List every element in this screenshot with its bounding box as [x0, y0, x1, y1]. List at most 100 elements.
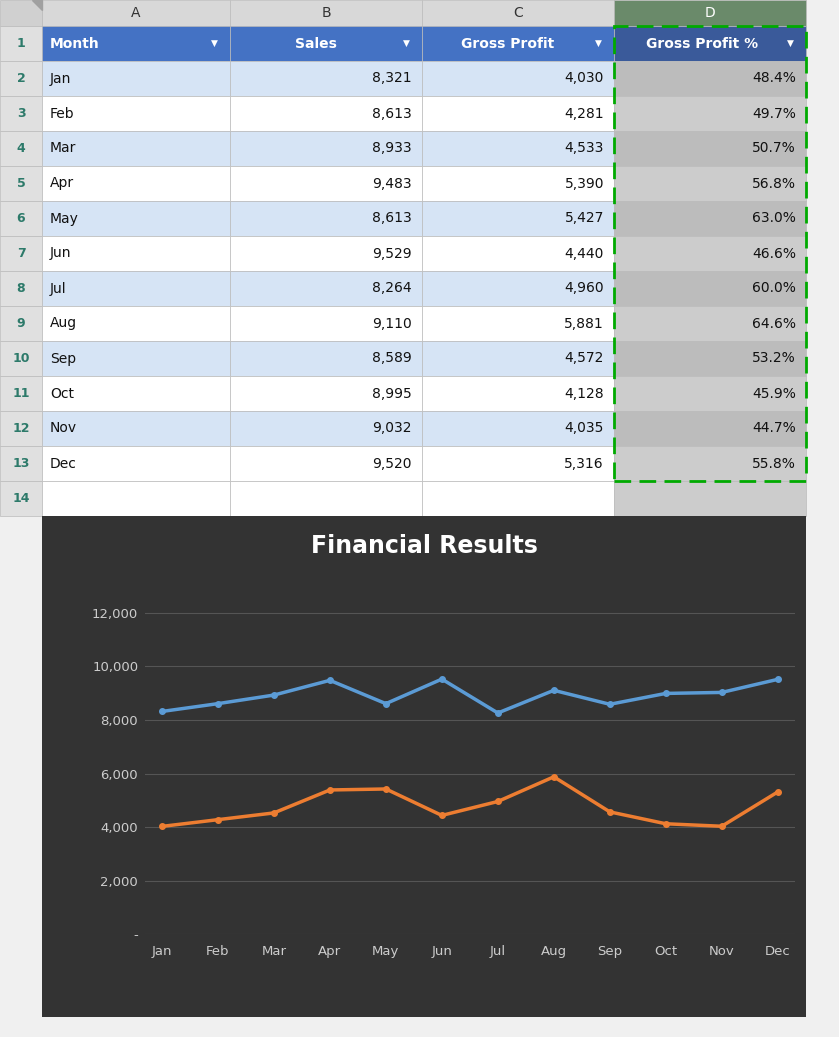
Text: 8,613: 8,613 — [373, 107, 412, 120]
Bar — [42, 26, 230, 61]
Bar — [0, 131, 42, 166]
Text: 13: 13 — [13, 457, 29, 470]
Bar — [0, 0, 42, 26]
Bar — [42, 376, 230, 411]
Bar — [0, 271, 42, 306]
Text: B: B — [321, 6, 331, 20]
Bar — [614, 131, 806, 166]
Text: Financial Results: Financial Results — [310, 534, 538, 558]
Bar — [42, 411, 230, 446]
Bar — [230, 61, 422, 96]
Text: Jul: Jul — [50, 281, 66, 296]
Bar — [0, 411, 42, 446]
Bar — [422, 236, 614, 271]
Bar — [42, 481, 230, 516]
Text: A: A — [131, 6, 141, 20]
Text: 9,529: 9,529 — [373, 247, 412, 260]
Text: 4,281: 4,281 — [565, 107, 604, 120]
Bar — [42, 516, 806, 1017]
Bar — [614, 96, 806, 131]
Legend: Sales, Gross Profit: Sales, Gross Profit — [342, 1035, 597, 1037]
Text: ▼: ▼ — [787, 39, 794, 48]
Bar — [614, 341, 806, 376]
Polygon shape — [32, 0, 42, 10]
Text: 9: 9 — [17, 317, 25, 330]
Text: 63.0%: 63.0% — [752, 212, 796, 225]
Bar — [42, 446, 230, 481]
Text: 1: 1 — [17, 37, 25, 50]
Bar — [0, 236, 42, 271]
Text: 2: 2 — [17, 72, 25, 85]
Text: 9,032: 9,032 — [373, 421, 412, 436]
Bar — [422, 481, 614, 516]
Bar — [230, 271, 422, 306]
Bar — [614, 0, 806, 26]
Text: 10: 10 — [13, 352, 29, 365]
Bar — [0, 306, 42, 341]
Text: 50.7%: 50.7% — [753, 141, 796, 156]
Bar — [614, 201, 806, 236]
Text: 4,572: 4,572 — [565, 352, 604, 365]
Text: Sep: Sep — [50, 352, 76, 365]
Bar — [614, 481, 806, 516]
Text: 4,030: 4,030 — [565, 72, 604, 85]
Bar — [230, 306, 422, 341]
Bar — [230, 376, 422, 411]
Text: 44.7%: 44.7% — [753, 421, 796, 436]
Bar — [614, 376, 806, 411]
Text: 4: 4 — [17, 142, 25, 155]
Text: 9,520: 9,520 — [373, 456, 412, 471]
Text: 5,427: 5,427 — [565, 212, 604, 225]
Bar — [0, 376, 42, 411]
Text: 5,390: 5,390 — [565, 176, 604, 191]
Bar — [0, 166, 42, 201]
Text: 4,035: 4,035 — [565, 421, 604, 436]
Text: 48.4%: 48.4% — [752, 72, 796, 85]
Text: 8,995: 8,995 — [373, 387, 412, 400]
Bar — [614, 411, 806, 446]
Text: 7: 7 — [17, 247, 25, 260]
Bar — [42, 341, 230, 376]
Text: Mar: Mar — [50, 141, 76, 156]
Bar — [422, 446, 614, 481]
Bar — [0, 96, 42, 131]
Bar — [230, 0, 422, 26]
Text: ▼: ▼ — [403, 39, 409, 48]
Bar — [230, 131, 422, 166]
Text: Month: Month — [50, 36, 100, 51]
Bar — [422, 166, 614, 201]
Text: 8: 8 — [17, 282, 25, 295]
Text: 55.8%: 55.8% — [752, 456, 796, 471]
Bar — [614, 271, 806, 306]
Text: ▼: ▼ — [595, 39, 602, 48]
Text: 9,110: 9,110 — [373, 316, 412, 331]
Text: 64.6%: 64.6% — [752, 316, 796, 331]
Text: 3: 3 — [17, 107, 25, 120]
Bar — [0, 201, 42, 236]
Text: 46.6%: 46.6% — [752, 247, 796, 260]
Bar — [230, 201, 422, 236]
Bar — [230, 411, 422, 446]
Text: 4,533: 4,533 — [565, 141, 604, 156]
Bar — [614, 166, 806, 201]
Bar — [614, 236, 806, 271]
Text: 4,440: 4,440 — [565, 247, 604, 260]
Bar — [230, 96, 422, 131]
Text: Sales: Sales — [295, 36, 337, 51]
Bar — [230, 481, 422, 516]
Text: 8,589: 8,589 — [373, 352, 412, 365]
Bar — [614, 26, 806, 61]
Bar — [42, 0, 230, 26]
Bar — [422, 131, 614, 166]
Text: 56.8%: 56.8% — [752, 176, 796, 191]
Bar — [42, 306, 230, 341]
Bar — [42, 201, 230, 236]
Bar — [0, 341, 42, 376]
Text: 4,960: 4,960 — [565, 281, 604, 296]
Text: Gross Profit: Gross Profit — [461, 36, 555, 51]
Bar — [230, 446, 422, 481]
Text: May: May — [50, 212, 79, 225]
Bar — [422, 61, 614, 96]
Bar — [422, 341, 614, 376]
Text: 9,483: 9,483 — [373, 176, 412, 191]
